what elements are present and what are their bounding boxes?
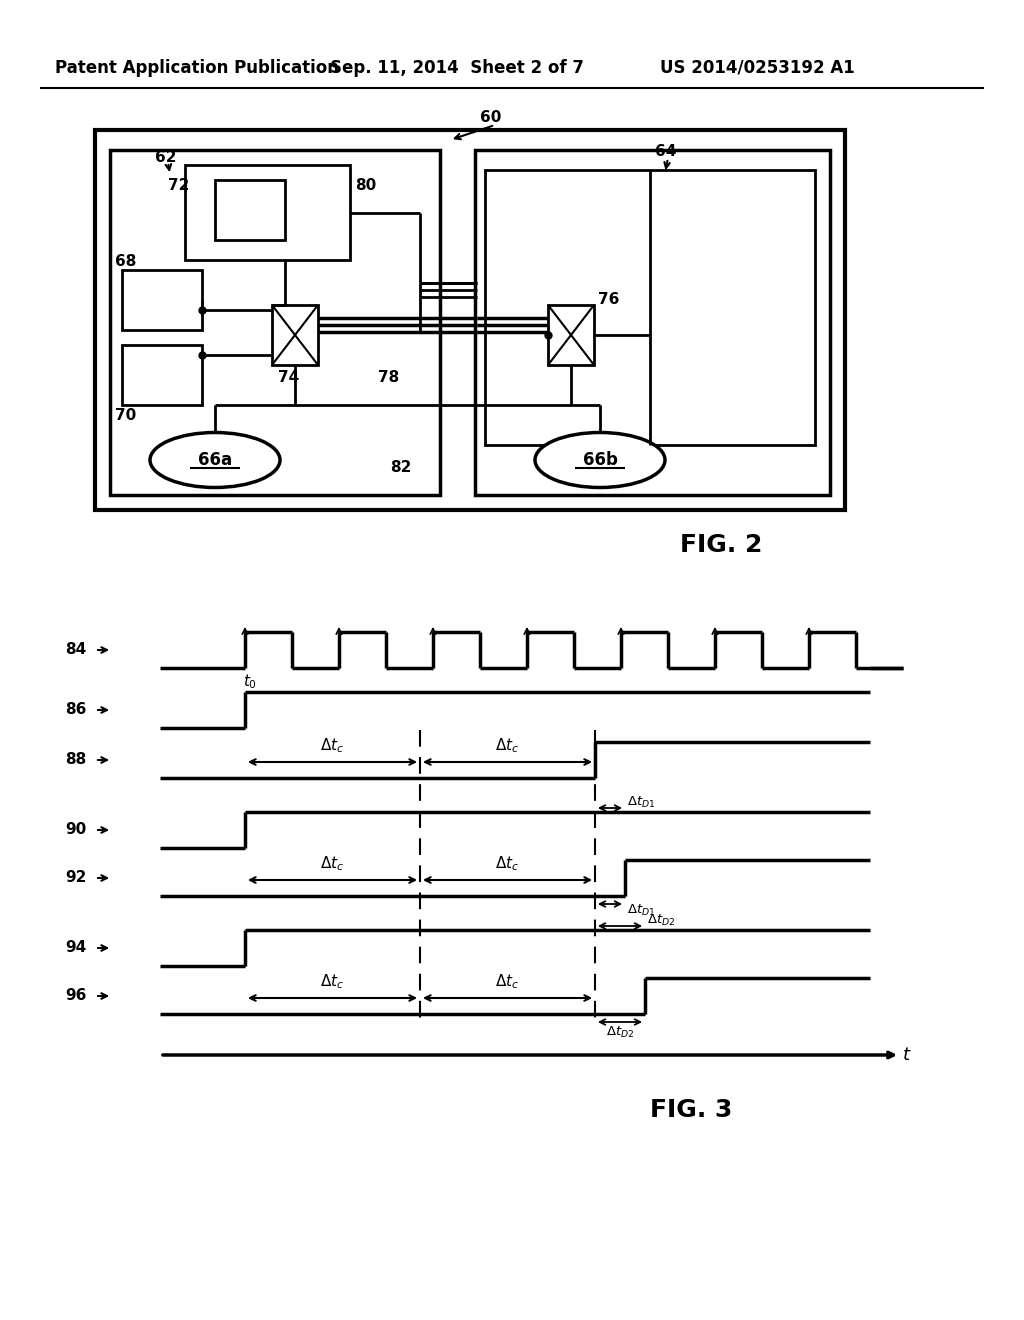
Text: 66b: 66b xyxy=(583,451,617,469)
Text: 72: 72 xyxy=(168,177,189,193)
Bar xyxy=(215,180,285,240)
Ellipse shape xyxy=(150,433,280,487)
Text: 66a: 66a xyxy=(198,451,232,469)
Text: 78: 78 xyxy=(378,371,399,385)
Text: 80: 80 xyxy=(355,177,376,193)
Text: FIG. 3: FIG. 3 xyxy=(650,1098,732,1122)
Text: 86: 86 xyxy=(65,702,86,718)
Text: $\Delta t_c$: $\Delta t_c$ xyxy=(495,973,519,991)
Text: 62: 62 xyxy=(155,150,176,165)
Text: 88: 88 xyxy=(65,752,86,767)
Text: $\Delta t_{D1}$: $\Delta t_{D1}$ xyxy=(627,795,655,809)
Text: $t_0$: $t_0$ xyxy=(243,673,257,692)
Text: 90: 90 xyxy=(65,822,86,837)
Text: 82: 82 xyxy=(390,461,412,475)
Text: 76: 76 xyxy=(598,293,620,308)
Text: 74: 74 xyxy=(278,371,299,385)
Text: $\Delta t_c$: $\Delta t_c$ xyxy=(319,854,344,874)
Text: FIG. 2: FIG. 2 xyxy=(680,533,763,557)
Text: 92: 92 xyxy=(65,870,86,886)
Ellipse shape xyxy=(535,433,665,487)
Bar xyxy=(122,271,202,330)
Text: $\Delta t_c$: $\Delta t_c$ xyxy=(495,854,519,874)
Text: US 2014/0253192 A1: US 2014/0253192 A1 xyxy=(660,59,855,77)
Bar xyxy=(95,129,845,510)
Text: 68: 68 xyxy=(115,255,136,269)
Text: 64: 64 xyxy=(655,144,677,160)
Text: $t$: $t$ xyxy=(902,1045,911,1064)
Text: Sep. 11, 2014  Sheet 2 of 7: Sep. 11, 2014 Sheet 2 of 7 xyxy=(330,59,584,77)
Bar xyxy=(110,150,440,495)
Text: Patent Application Publication: Patent Application Publication xyxy=(55,59,339,77)
Text: 94: 94 xyxy=(65,940,86,956)
Bar xyxy=(485,170,815,445)
Text: $\Delta t_c$: $\Delta t_c$ xyxy=(319,973,344,991)
Text: $\Delta t_c$: $\Delta t_c$ xyxy=(319,737,344,755)
Bar xyxy=(122,345,202,405)
Text: 60: 60 xyxy=(480,111,502,125)
Text: 96: 96 xyxy=(65,989,86,1003)
Bar xyxy=(185,165,350,260)
Text: $\Delta t_{D2}$: $\Delta t_{D2}$ xyxy=(606,1024,634,1040)
Bar xyxy=(475,150,830,495)
Text: $\Delta t_{D2}$: $\Delta t_{D2}$ xyxy=(647,912,675,928)
Text: $\Delta t_c$: $\Delta t_c$ xyxy=(495,737,519,755)
Text: $\Delta t_{D1}$: $\Delta t_{D1}$ xyxy=(627,903,655,917)
Text: 84: 84 xyxy=(65,643,86,657)
Text: 70: 70 xyxy=(115,408,136,422)
